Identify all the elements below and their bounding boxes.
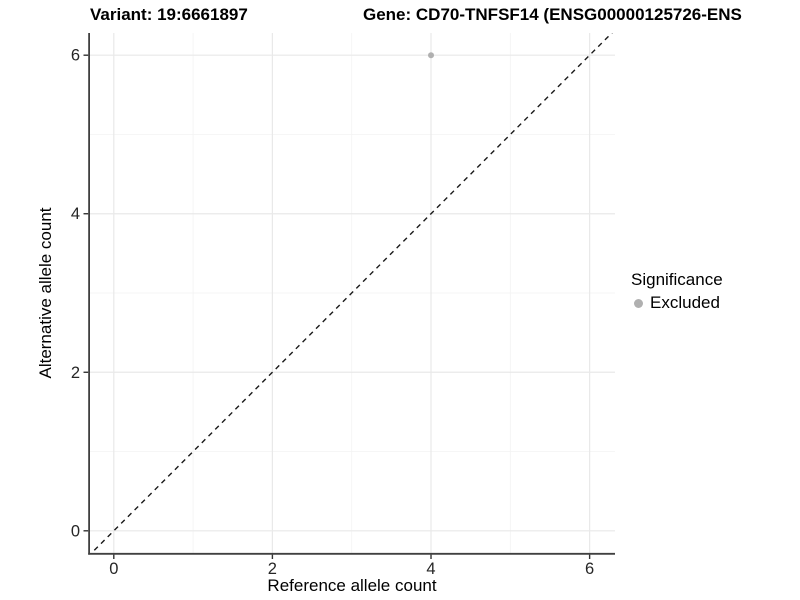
x-tick-label: 2: [268, 560, 277, 578]
legend-item-label: Excluded: [650, 293, 720, 312]
y-tick-label: 4: [71, 205, 80, 223]
x-tick-label: 0: [109, 560, 118, 578]
legend-item-excluded: Excluded: [631, 293, 723, 313]
legend-title: Significance: [631, 270, 723, 289]
data-point: [428, 52, 435, 59]
x-tick-label: 6: [585, 560, 594, 578]
plot-title-gene: Gene: CD70-TNFSF14 (ENSG00000125726-ENS: [363, 5, 742, 24]
legend: Significance Excluded: [631, 270, 723, 313]
y-tick-label: 0: [71, 522, 80, 540]
legend-point-icon: [634, 298, 643, 308]
y-tick-label: 2: [71, 364, 80, 382]
plot-title-variant: Variant: 19:6661897: [90, 5, 248, 24]
x-axis-title: Reference allele count: [267, 576, 437, 595]
identity-line: [90, 33, 613, 553]
y-tick-label: 6: [71, 47, 80, 65]
x-tick-label: 4: [426, 560, 435, 578]
y-axis-title: Alternative allele count: [36, 207, 55, 379]
